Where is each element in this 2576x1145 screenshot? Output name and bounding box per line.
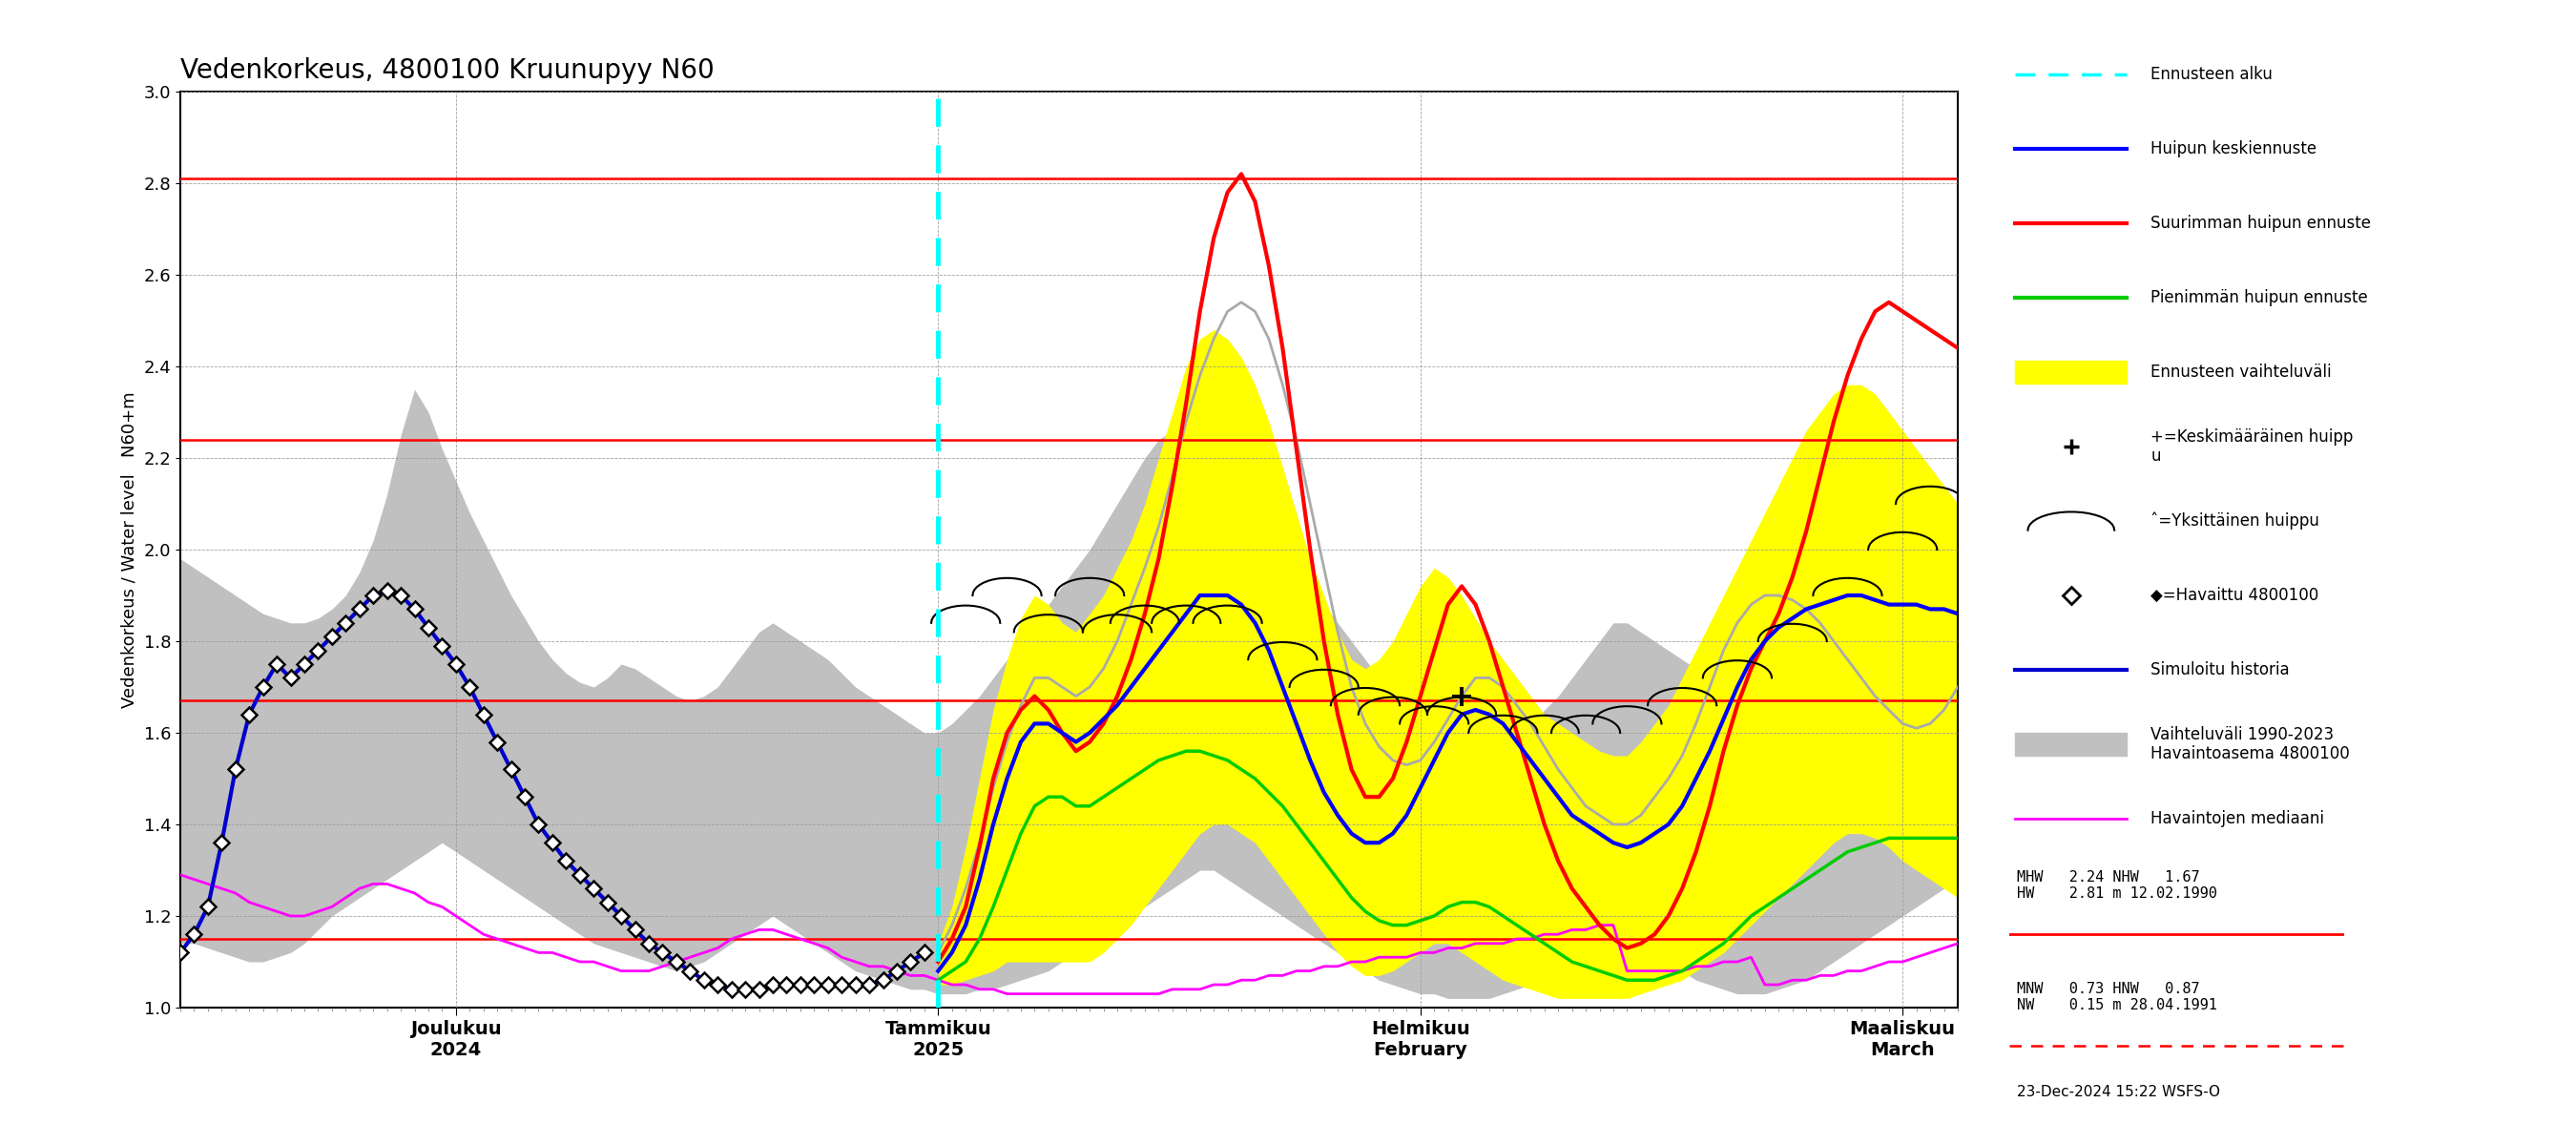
Text: ◆=Havaittu 4800100: ◆=Havaittu 4800100 xyxy=(2151,586,2318,605)
Text: Suurimman huipun ennuste: Suurimman huipun ennuste xyxy=(2151,214,2372,231)
Y-axis label: Vedenkorkeus / Water level   N60+m: Vedenkorkeus / Water level N60+m xyxy=(121,392,139,708)
Text: ˆ=Yksittäinen huippu: ˆ=Yksittäinen huippu xyxy=(2151,512,2321,530)
Text: MHW   2.24 NHW   1.67
HW    2.81 m 12.02.1990: MHW 2.24 NHW 1.67 HW 2.81 m 12.02.1990 xyxy=(2017,870,2218,901)
Text: Vedenkorkeus, 4800100 Kruunupyy N60: Vedenkorkeus, 4800100 Kruunupyy N60 xyxy=(180,57,714,84)
Text: Havaintojen mediaani: Havaintojen mediaani xyxy=(2151,810,2324,827)
Text: Ennusteen vaihteluväli: Ennusteen vaihteluväli xyxy=(2151,364,2331,380)
Text: Simuloitu historia: Simuloitu historia xyxy=(2151,661,2290,678)
Text: Vaihteluväli 1990-2023
Havaintoasema 4800100: Vaihteluväli 1990-2023 Havaintoasema 480… xyxy=(2151,726,2349,763)
Text: Ennusteen alku: Ennusteen alku xyxy=(2151,65,2272,82)
Text: +=Keskimääräinen huipp
u: +=Keskimääräinen huipp u xyxy=(2151,428,2354,465)
Text: Huipun keskiennuste: Huipun keskiennuste xyxy=(2151,140,2316,157)
Text: Pienimmän huipun ennuste: Pienimmän huipun ennuste xyxy=(2151,289,2367,306)
Text: 23-Dec-2024 15:22 WSFS-O: 23-Dec-2024 15:22 WSFS-O xyxy=(2017,1085,2221,1099)
Text: MNW   0.73 HNW   0.87
NW    0.15 m 28.04.1991: MNW 0.73 HNW 0.87 NW 0.15 m 28.04.1991 xyxy=(2017,981,2218,1012)
